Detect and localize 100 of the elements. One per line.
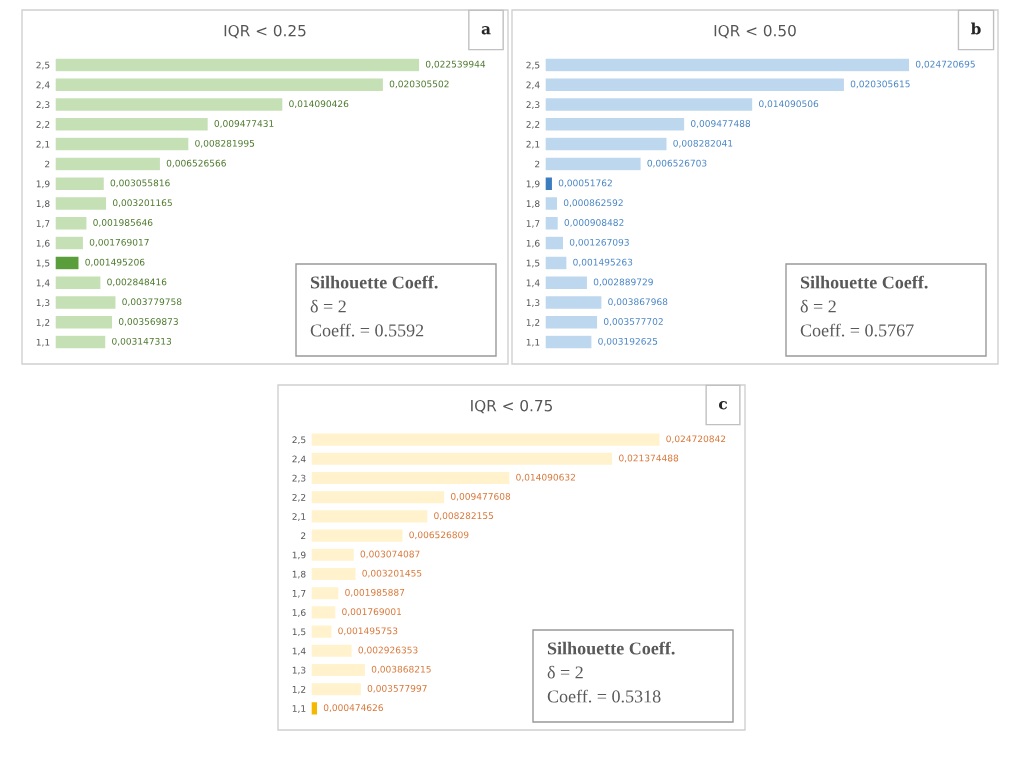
- y-tick-label: 1,4: [526, 279, 540, 288]
- y-tick-label: 2,1: [36, 140, 50, 149]
- y-tick-label: 1,1: [526, 338, 540, 347]
- y-tick-label: 1,2: [36, 319, 50, 327]
- data-label: 0,003577702: [603, 318, 663, 326]
- bar: [55, 116, 210, 132]
- bar: [545, 77, 846, 93]
- y-tick-label: 2,5: [526, 61, 540, 70]
- bar: [55, 77, 385, 93]
- annotation: Coeff. = 0.5767: [800, 323, 914, 337]
- y-tick-label: 1,8: [36, 200, 50, 208]
- y-tick-label: 2,4: [36, 81, 50, 90]
- bar: [311, 566, 357, 582]
- data-label: 0,008282155: [434, 512, 494, 520]
- y-tick-label: 1,6: [36, 239, 50, 248]
- y-tick-label: 2,1: [526, 140, 540, 149]
- data-label: 0,000862592: [563, 199, 623, 208]
- bar: [55, 215, 88, 231]
- y-tick-label: 2,1: [292, 513, 306, 521]
- y-tick-label: 1,1: [36, 338, 50, 347]
- data-label: 0,001985646: [93, 219, 153, 227]
- bar: [311, 700, 319, 716]
- bar: [55, 195, 108, 212]
- y-tick-label: 2,2: [526, 121, 540, 129]
- y-tick-label: 1,1: [292, 705, 306, 713]
- y-tick-label: 2: [45, 160, 50, 168]
- bar: [311, 508, 429, 524]
- annotation: Silhouette Coeff.: [800, 275, 928, 289]
- y-tick-label: 2,5: [36, 61, 50, 70]
- data-label: 0,024720695: [915, 60, 975, 69]
- y-tick-label: 1,6: [526, 239, 540, 248]
- data-label: 0,003779758: [122, 298, 182, 307]
- bar: [545, 195, 559, 212]
- bar: [55, 334, 107, 350]
- y-tick-label: 2,4: [292, 455, 306, 464]
- annotation: Silhouette Coeff.: [547, 641, 675, 655]
- chart-title: IQR < 0.50: [714, 24, 796, 39]
- bar: [55, 235, 85, 251]
- data-label: 0,003147313: [112, 337, 172, 346]
- chart-title: IQR < 0.75: [471, 399, 552, 414]
- bar: [311, 528, 404, 544]
- y-tick-label: 1,9: [36, 180, 50, 189]
- annotation: Silhouette Coeff.: [310, 275, 438, 289]
- bar: [55, 156, 162, 172]
- y-tick-label: 1,9: [292, 551, 306, 560]
- bar: [311, 604, 337, 620]
- bar: [55, 275, 102, 291]
- bar: [545, 294, 603, 311]
- y-tick-label: 2,2: [36, 121, 50, 129]
- bar: [311, 643, 354, 659]
- bar: [545, 156, 642, 172]
- y-tick-label: 2,2: [292, 493, 306, 502]
- data-label: 0,002889729: [593, 278, 653, 287]
- y-tick-label: 1,2: [292, 685, 306, 694]
- data-label: 0,024720842: [666, 435, 726, 444]
- bar: [545, 275, 589, 291]
- data-label: 0,001495206: [85, 258, 145, 267]
- y-tick-label: 1,7: [292, 590, 306, 598]
- bar: [311, 624, 333, 640]
- bar: [311, 662, 367, 678]
- bar: [311, 432, 661, 448]
- data-label: 0,002926353: [358, 646, 418, 655]
- data-label: 0,014090506: [759, 100, 819, 109]
- bar: [55, 57, 421, 73]
- bar: [545, 57, 911, 73]
- data-label: 0,003074087: [360, 550, 420, 559]
- bar: [545, 334, 593, 350]
- bar: [545, 176, 554, 192]
- bar: [55, 136, 190, 152]
- bar: [545, 215, 560, 231]
- bar: [311, 585, 340, 601]
- y-tick-label: 2,5: [292, 436, 306, 445]
- data-label: 0,003577997: [367, 684, 427, 693]
- data-label: 0,003201455: [362, 569, 422, 578]
- bar: [311, 489, 446, 505]
- bar: [55, 96, 284, 113]
- data-label: 0,006526566: [166, 159, 226, 168]
- data-label: 0,003055816: [110, 179, 170, 188]
- data-label: 0,003192625: [598, 337, 658, 346]
- data-label: 0,008282041: [673, 139, 733, 148]
- data-label: 0,014090426: [289, 100, 349, 109]
- y-tick-label: 2,3: [36, 101, 50, 109]
- y-tick-label: 1,3: [36, 299, 50, 307]
- data-label: 0,006526703: [647, 159, 707, 168]
- y-tick-label: 1,5: [292, 628, 306, 637]
- bar: [545, 314, 599, 330]
- bar: [55, 294, 117, 311]
- text: a: [481, 26, 491, 35]
- annotation: Coeff. = 0.5592: [310, 323, 424, 337]
- data-label: 0,009477488: [690, 120, 751, 128]
- y-tick-label: 1,5: [36, 259, 50, 268]
- bar: [311, 547, 356, 563]
- bar: [55, 255, 80, 271]
- text: c: [718, 401, 727, 410]
- y-tick-label: 1,8: [526, 200, 540, 208]
- annotation: Coeff. = 0.5318: [547, 689, 661, 703]
- data-label: 0,001495753: [338, 627, 398, 636]
- annotation: δ = 2: [547, 665, 583, 679]
- data-label: 0,001495263: [573, 258, 633, 267]
- data-label: 0,022539944: [425, 60, 486, 69]
